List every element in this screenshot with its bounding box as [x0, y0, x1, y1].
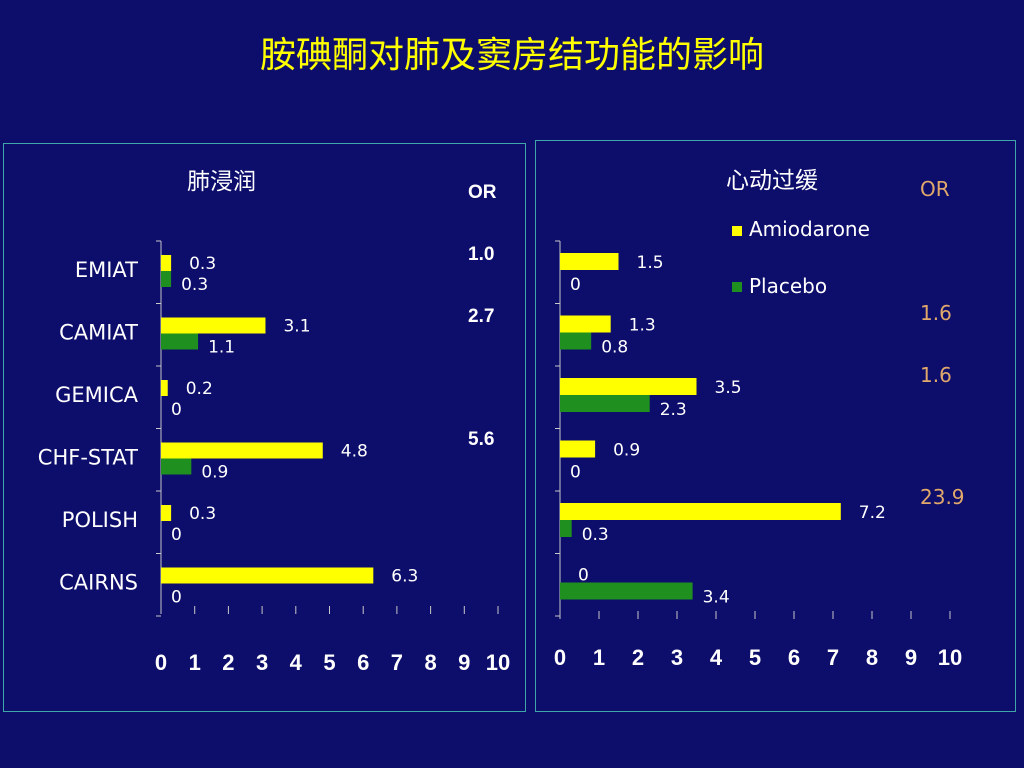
right-chart-svg: 0 1 2 3 4 5 6 7 8 9 10 1.5 0 1.30.8 3.5 2.3 0.9 0 7.2 0.3 0 3… — [554, 240, 962, 670]
x-tick-label: 1 — [189, 650, 201, 675]
data-label-placebo: 0 — [171, 400, 182, 420]
right-or-value: 1.6 — [920, 301, 952, 325]
bar-amiodarone — [161, 567, 374, 584]
left-or-header: OR — [468, 182, 497, 203]
left-or-value: 5.6 — [468, 429, 495, 450]
left-or-value: 1.0 — [468, 244, 495, 265]
bar-amiodarone — [560, 440, 596, 458]
x-tick-label: 5 — [749, 645, 761, 670]
data-label-amiodarone: 1.3 — [629, 316, 656, 336]
data-label-amiodarone: 4.8 — [341, 442, 368, 462]
bar-placebo — [560, 582, 693, 600]
data-label-amiodarone: 1.5 — [637, 253, 664, 273]
x-tick-label: 7 — [391, 650, 403, 675]
bar-placebo — [161, 333, 199, 350]
category-label: GEMICA — [55, 383, 139, 407]
data-label-placebo: 3.4 — [703, 588, 730, 608]
x-tick-label: 7 — [827, 645, 839, 670]
data-label-placebo: 0.3 — [181, 275, 208, 295]
bar-placebo — [560, 520, 572, 537]
x-tick-label: 4 — [290, 650, 303, 675]
x-tick-label: 4 — [710, 645, 723, 670]
x-tick-label: 0 — [155, 650, 167, 675]
data-label-placebo: 0.3 — [582, 525, 609, 545]
data-label-amiodarone: 6.3 — [391, 567, 418, 587]
data-label-amiodarone: 3.5 — [715, 378, 742, 398]
data-label-placebo: 0.9 — [201, 463, 228, 483]
x-tick-label: 9 — [905, 645, 917, 670]
left-or-value: 2.7 — [468, 306, 495, 327]
data-label-placebo: 0 — [171, 525, 182, 545]
right-or-value: 23.9 — [920, 485, 965, 509]
bar-amiodarone — [161, 505, 172, 521]
bar-amiodarone — [560, 315, 611, 333]
bar-amiodarone — [161, 317, 266, 334]
bar-amiodarone — [161, 255, 172, 271]
data-label-amiodarone: 3.1 — [283, 317, 310, 337]
legend-swatch-amiodarone — [732, 226, 742, 236]
right-chart-panel: 0 1 2 3 4 5 6 7 8 9 10 1.5 0 1.3 0.8 3.5 2.3 0.9 0 7.2 0.3 0 3… — [535, 140, 1016, 712]
bar-amiodarone — [560, 503, 841, 520]
slide-title: 胺碘酮对肺及窦房结功能的影响 — [259, 35, 764, 76]
data-label-placebo: 0 — [570, 463, 581, 483]
bar-amiodarone — [560, 253, 619, 270]
legend-label-amiodarone: Amiodarone — [749, 217, 870, 241]
x-tick-label: 5 — [323, 650, 335, 675]
bar-amiodarone — [161, 442, 323, 459]
data-label-amiodarone: 0.2 — [186, 379, 213, 399]
category-label: EMIAT — [75, 258, 138, 282]
category-label: POLISH — [62, 508, 138, 532]
right-or-header: OR — [920, 177, 950, 201]
data-label-amiodarone: 7.2 — [859, 503, 886, 523]
data-label-placebo: 1.1 — [208, 338, 235, 358]
x-tick-label: 9 — [458, 650, 470, 675]
bar-amiodarone — [560, 378, 697, 395]
left-chart-title: 肺浸润 — [187, 169, 256, 195]
bar-placebo — [161, 271, 172, 287]
bar-amiodarone — [161, 380, 168, 396]
category-label: CAIRNS — [59, 571, 138, 595]
data-label-amiodarone: 0.9 — [613, 441, 640, 461]
bar-placebo — [161, 458, 192, 475]
category-label: CAMIAT — [59, 321, 138, 345]
data-label-amiodarone: 0.3 — [189, 504, 216, 524]
x-tick-label: 8 — [866, 645, 878, 670]
data-label-amiodarone: 0.3 — [189, 254, 216, 274]
legend-swatch-placebo — [732, 282, 742, 292]
bar-placebo — [560, 332, 592, 350]
data-label-placebo: 0 — [171, 588, 182, 608]
data-label-amiodarone: 0 — [578, 566, 589, 586]
right-chart-title: 心动过缓 — [726, 168, 818, 194]
x-tick-label: 6 — [357, 650, 369, 675]
left-chart-panel: 0 1 2 3 4 5 6 7 8 9 10 EMIAT 0.3 0.3 CAMIAT 3.1 1.1 GEMIC… — [3, 143, 526, 712]
x-tick-label: 6 — [788, 645, 800, 670]
data-label-placebo: 0 — [570, 275, 581, 295]
x-tick-label: 1 — [593, 645, 605, 670]
category-label: CHF-STAT — [38, 446, 138, 470]
right-or-value: 1.6 — [920, 363, 952, 387]
x-tick-label: 10 — [938, 645, 962, 670]
x-tick-label: 3 — [256, 650, 268, 675]
bar-placebo — [560, 395, 650, 412]
x-tick-label: 10 — [486, 650, 510, 675]
legend-label-placebo: Placebo — [749, 274, 828, 298]
x-tick-label: 3 — [671, 645, 683, 670]
data-label-placebo: 0.8 — [601, 338, 628, 358]
data-label-placebo: 2.3 — [660, 400, 687, 420]
x-tick-label: 8 — [424, 650, 436, 675]
x-tick-label: 0 — [554, 645, 566, 670]
x-tick-label: 2 — [632, 645, 644, 670]
x-tick-label: 2 — [222, 650, 234, 675]
